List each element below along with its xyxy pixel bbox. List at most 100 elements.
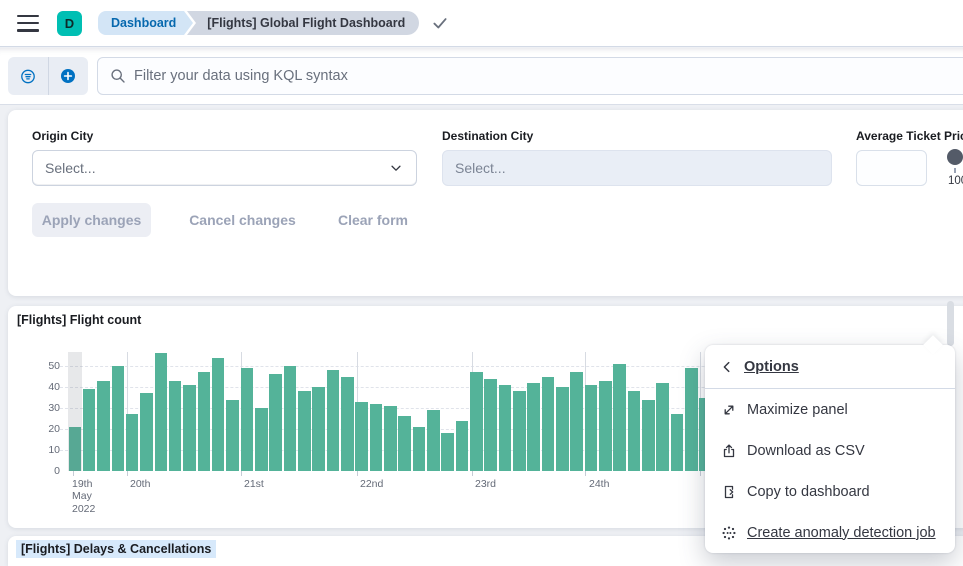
y-axis-label: 20 (34, 423, 60, 435)
filter-button-group (8, 57, 88, 95)
bar[interactable] (169, 381, 182, 471)
bar[interactable] (513, 391, 526, 471)
saved-query-filter-button[interactable] (8, 57, 48, 95)
delays-panel-title[interactable]: [Flights] Delays & Cancellations (16, 540, 216, 558)
bar[interactable] (183, 385, 196, 471)
x-axis-label: 19th May 2022 (72, 478, 95, 515)
bar[interactable] (441, 433, 454, 471)
menu-icon[interactable] (17, 15, 41, 32)
bar[interactable] (556, 387, 569, 471)
bar[interactable] (255, 408, 268, 471)
bar[interactable] (685, 368, 698, 471)
bar[interactable] (341, 377, 354, 472)
origin-city-value: Select... (45, 160, 96, 176)
x-axis-label: 22nd (360, 478, 383, 490)
x-axis-tick (73, 471, 74, 476)
bar[interactable] (126, 414, 139, 471)
bar[interactable] (599, 381, 612, 471)
bar[interactable] (384, 406, 397, 471)
bar[interactable] (83, 389, 96, 471)
apply-changes-button[interactable]: Apply changes (32, 203, 151, 237)
bar[interactable] (312, 387, 325, 471)
price-slider-max-label: 100 (948, 175, 963, 187)
bar[interactable] (427, 410, 440, 471)
price-slider-thumb[interactable] (947, 149, 963, 165)
price-slider-tick (954, 168, 956, 173)
bar[interactable] (355, 402, 368, 471)
menu-item-copy-to-dashboard[interactable]: Copy to dashboard (705, 471, 955, 512)
bar[interactable] (269, 374, 282, 471)
bar[interactable] (212, 358, 225, 471)
bar[interactable] (413, 427, 426, 471)
y-axis-label: 30 (34, 402, 60, 414)
menu-item-label: Create anomaly detection job (747, 525, 936, 541)
bar[interactable] (628, 391, 641, 471)
maximize-icon (721, 402, 737, 418)
bar[interactable] (484, 379, 497, 471)
menu-item-label: Download as CSV (747, 443, 865, 459)
menu-item-download-as-csv[interactable]: Download as CSV (705, 430, 955, 471)
bar[interactable] (456, 421, 469, 471)
bar[interactable] (671, 414, 684, 471)
x-axis-tick (241, 471, 242, 476)
menu-item-create-anomaly-detection-job[interactable]: Create anomaly detection job (705, 512, 955, 553)
bar[interactable] (570, 372, 583, 471)
breadcrumb-dashboard[interactable]: Dashboard (98, 11, 184, 35)
bar[interactable] (470, 372, 483, 471)
bar[interactable] (499, 385, 512, 471)
bar[interactable] (370, 404, 383, 471)
clear-form-button[interactable]: Clear form (333, 203, 413, 237)
bar[interactable] (226, 400, 239, 471)
export-icon (721, 443, 737, 459)
bar[interactable] (542, 377, 555, 472)
partial-bucket-band (68, 352, 82, 471)
x-axis-label: 23rd (475, 478, 496, 490)
menu-item-maximize-panel[interactable]: Maximize panel (705, 389, 955, 430)
y-axis-label: 0 (34, 465, 60, 477)
bar[interactable] (140, 393, 153, 471)
controls-panel: Origin City Select... Destination City S… (8, 110, 963, 296)
breadcrumb: Dashboard [Flights] Global Flight Dashbo… (98, 11, 419, 35)
bar[interactable] (642, 400, 655, 471)
scrollbar-thumb[interactable] (947, 301, 954, 346)
bar[interactable] (613, 364, 626, 471)
bar[interactable] (656, 383, 669, 471)
x-axis-label: 24th (589, 478, 609, 490)
chevron-left-icon (719, 359, 735, 375)
origin-city-select[interactable]: Select... (32, 150, 417, 186)
x-axis-tick (357, 471, 358, 476)
kql-search-bar (97, 57, 963, 95)
bar[interactable] (155, 353, 168, 471)
deployment-badge[interactable]: D (57, 11, 82, 36)
bar[interactable] (112, 366, 125, 471)
x-axis-label: 20th (130, 478, 150, 490)
bar[interactable] (198, 372, 211, 471)
breadcrumb-current-dashboard[interactable]: [Flights] Global Flight Dashboard (187, 11, 419, 35)
x-axis-tick (585, 471, 586, 476)
bar[interactable] (327, 370, 340, 471)
bar[interactable] (585, 385, 598, 471)
bar[interactable] (284, 366, 297, 471)
bar[interactable] (298, 391, 311, 471)
top-header: D Dashboard [Flights] Global Flight Dash… (0, 0, 963, 47)
kql-search-input[interactable] (134, 68, 963, 84)
bar[interactable] (398, 416, 411, 471)
y-axis-label: 40 (34, 381, 60, 393)
checkmark-icon[interactable] (431, 14, 449, 32)
bar[interactable] (241, 368, 254, 471)
menu-item-label: Copy to dashboard (747, 484, 870, 500)
bar[interactable] (527, 383, 540, 471)
bar[interactable] (97, 381, 110, 471)
add-filter-button[interactable] (48, 57, 88, 95)
copy-to-dashboard-icon (721, 484, 737, 500)
options-menu-header[interactable]: Options (705, 345, 955, 388)
origin-city-label: Origin City (32, 129, 93, 143)
destination-city-select[interactable]: Select... (442, 150, 832, 186)
destination-city-label: Destination City (442, 129, 533, 143)
cancel-changes-button[interactable]: Cancel changes (185, 203, 300, 237)
avg-ticket-price-input[interactable] (856, 150, 927, 186)
filter-icon (20, 68, 36, 84)
y-axis-label: 50 (34, 360, 60, 372)
x-axis-tick (472, 471, 473, 476)
destination-city-value: Select... (455, 160, 506, 176)
